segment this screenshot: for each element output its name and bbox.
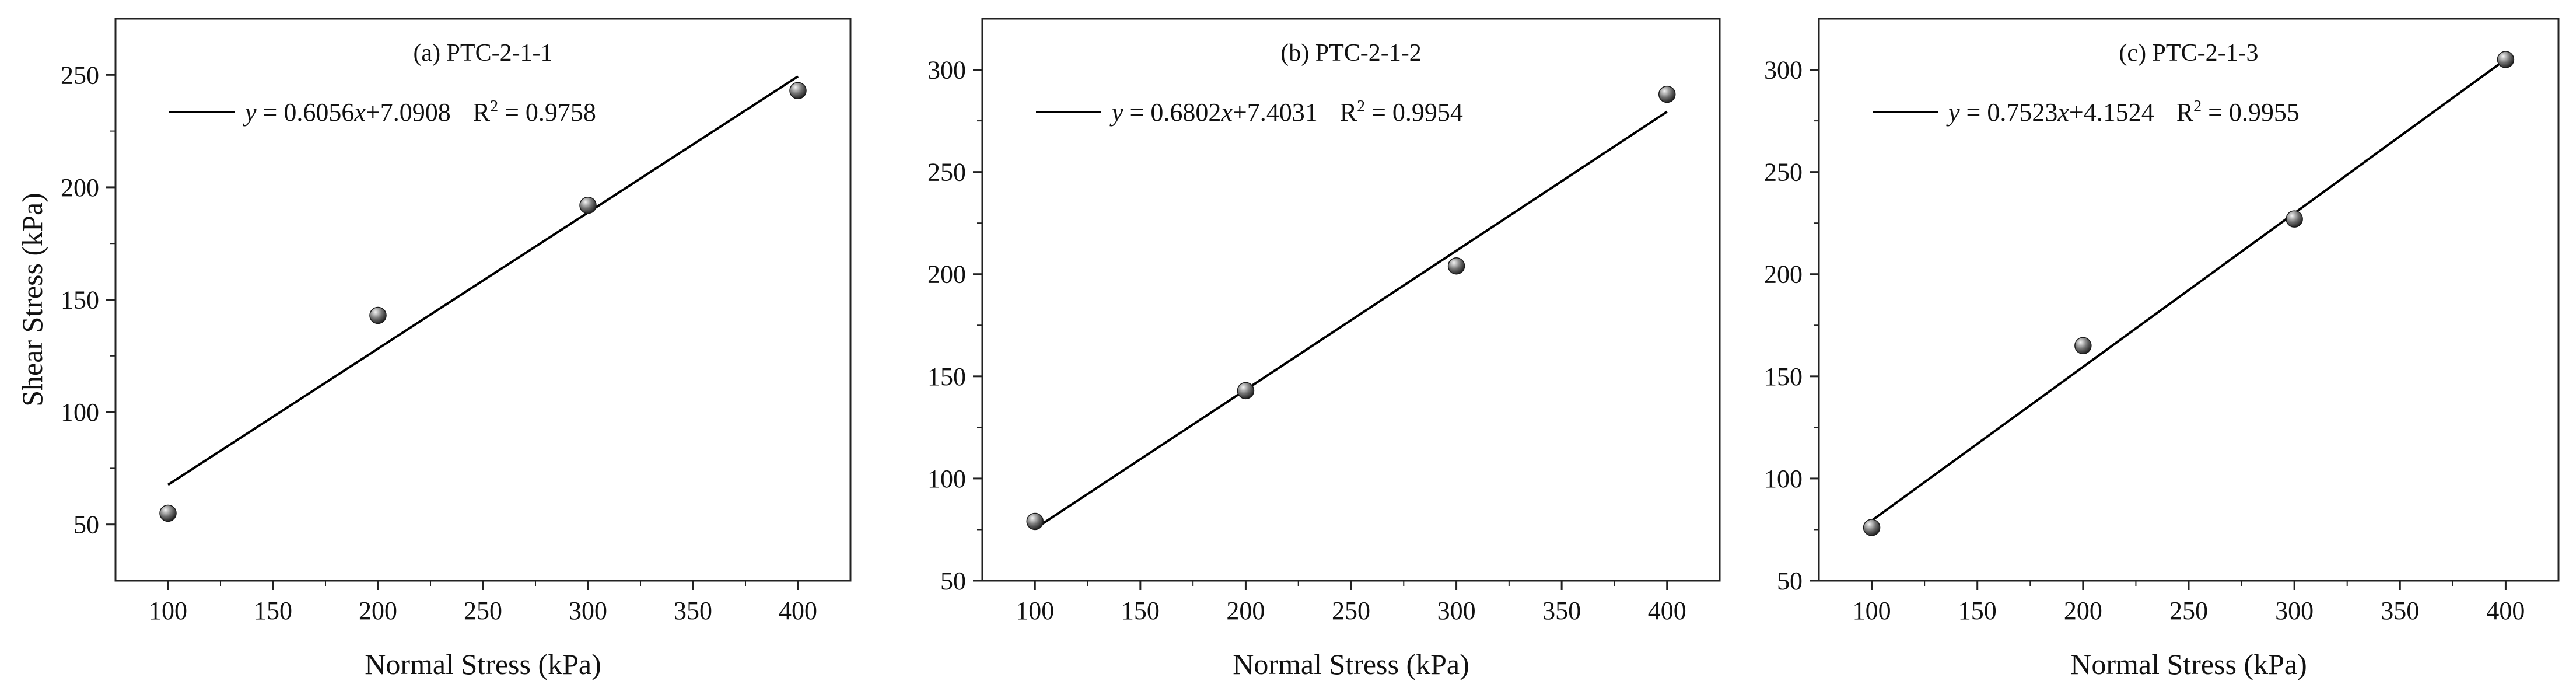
- fit-line: [1871, 58, 2507, 522]
- data-point: [159, 504, 177, 522]
- legend-eq-y: y: [243, 98, 257, 127]
- legend-r-label: R: [473, 98, 491, 127]
- x-tick-label: 150: [254, 596, 292, 625]
- legend-eq-intercept: +7.4031: [1233, 98, 1318, 127]
- x-tick-label: 250: [464, 596, 502, 625]
- data-point: [2286, 210, 2303, 228]
- legend-equation: y = 0.6056x+7.0908 R2 = 0.9758: [243, 97, 596, 127]
- legend-eq-x: x: [2057, 98, 2069, 127]
- fit-line: [1034, 110, 1668, 530]
- data-point: [369, 306, 387, 324]
- data-point: [579, 196, 597, 214]
- y-tick-label: 50: [74, 511, 99, 539]
- x-tick-label: 400: [2486, 596, 2525, 625]
- y-tick-label: 250: [928, 158, 966, 187]
- chart-panel-3: 100 150 200 250 300 350 400 50 100 150 200 250 300 No…: [1764, 18, 2560, 680]
- legend-eq-slope: = 0.6056: [257, 98, 355, 127]
- legend-r-superscript: 2: [1357, 97, 1365, 116]
- chart-panel-1: 100 150 200 250 300 350 400 50 100 150 200 250 Norma…: [16, 18, 852, 680]
- panel-title: (b) PTC-2-1-2: [1280, 40, 1421, 67]
- y-tick-label: 200: [928, 260, 966, 289]
- x-tick-label: 150: [1121, 596, 1160, 625]
- y-tick-label: 250: [1764, 158, 1803, 187]
- data-point: [2074, 337, 2092, 355]
- legend-eq-intercept: +7.0908: [366, 98, 451, 127]
- y-tick-label: 100: [61, 398, 99, 427]
- y-tick-label: 50: [1777, 567, 1803, 595]
- legend-r-value: = 0.9954: [1365, 98, 1463, 127]
- x-tick-label: 350: [2381, 596, 2419, 625]
- y-tick-label: 100: [928, 465, 966, 493]
- legend-eq-x: x: [354, 98, 366, 127]
- legend-eq-y: y: [1110, 98, 1124, 127]
- fit-line: [167, 75, 799, 486]
- y-tick-label: 300: [1764, 56, 1803, 85]
- chart-panel-2: 100 150 200 250 300 350 400 50 100 150 200 250 300 No…: [928, 18, 1721, 680]
- x-tick-label: 100: [1016, 596, 1054, 625]
- legend-r-label: R: [1340, 98, 1357, 127]
- legend-eq-x: x: [1220, 98, 1233, 127]
- data-point: [1026, 512, 1044, 531]
- x-tick-label: 250: [2169, 596, 2208, 625]
- x-tick-label: 300: [1437, 596, 1476, 625]
- x-tick-label: 400: [779, 596, 817, 625]
- data-point: [1447, 257, 1465, 275]
- x-axis-title: Normal Stress (kPa): [2070, 648, 2307, 680]
- chart-panels: 100 150 200 250 300 350 40050100150200250Norma…: [16, 18, 2560, 680]
- y-tick-label: 300: [928, 56, 966, 85]
- legend-equation: y = 0.7523x+4.1524 R2 = 0.9955: [1946, 97, 2300, 127]
- data-point: [789, 82, 807, 100]
- y-tick-label: 150: [928, 362, 966, 391]
- y-axis-title: Shear Stress (kPa): [16, 193, 48, 407]
- x-tick-label: 350: [674, 596, 712, 625]
- x-tick-label: 250: [1332, 596, 1370, 625]
- legend-r-superscript: 2: [2193, 97, 2202, 116]
- x-tick-label: 200: [359, 596, 397, 625]
- x-tick-label: 200: [1226, 596, 1265, 625]
- legend-equation: y = 0.6802x+7.4031 R2 = 0.9954: [1110, 97, 1463, 127]
- y-tick-label: 50: [940, 567, 966, 595]
- legend-eq-slope: = 0.7523: [1960, 98, 2058, 127]
- x-tick-label: 100: [149, 596, 187, 625]
- y-tick-label: 250: [61, 61, 99, 89]
- data-point: [1863, 519, 1881, 536]
- legend-eq-y: y: [1946, 98, 1960, 127]
- y-tick-label: 150: [61, 286, 99, 315]
- legend-r-label: R: [2176, 98, 2194, 127]
- panel-title: (a) PTC-2-1-1: [413, 40, 552, 67]
- x-axis-title: Normal Stress (kPa): [1233, 648, 1469, 680]
- x-tick-label: 400: [1648, 596, 1686, 625]
- x-tick-label: 300: [2275, 596, 2314, 625]
- x-axis-title: Normal Stress (kPa): [365, 648, 601, 680]
- x-tick-label: 100: [1853, 596, 1891, 625]
- legend-eq-slope: = 0.6802: [1124, 98, 1222, 127]
- data-point: [1237, 382, 1255, 400]
- x-tick-label: 150: [1958, 596, 1997, 625]
- y-tick-label: 200: [61, 173, 99, 202]
- legend-r-value: = 0.9758: [498, 98, 596, 127]
- y-tick-label: 150: [1764, 362, 1803, 391]
- data-point: [1658, 85, 1676, 103]
- legend-r-value: = 0.9955: [2202, 98, 2300, 127]
- x-tick-label: 200: [2064, 596, 2102, 625]
- data-point: [2497, 51, 2515, 68]
- x-tick-label: 300: [569, 596, 607, 625]
- legend-eq-intercept: +4.1524: [2069, 98, 2154, 127]
- y-tick-label: 200: [1764, 260, 1803, 289]
- legend-r-superscript: 2: [490, 97, 498, 116]
- panel-title: (c) PTC-2-1-3: [2119, 40, 2258, 67]
- y-tick-label: 100: [1764, 465, 1803, 493]
- x-tick-label: 350: [1542, 596, 1581, 625]
